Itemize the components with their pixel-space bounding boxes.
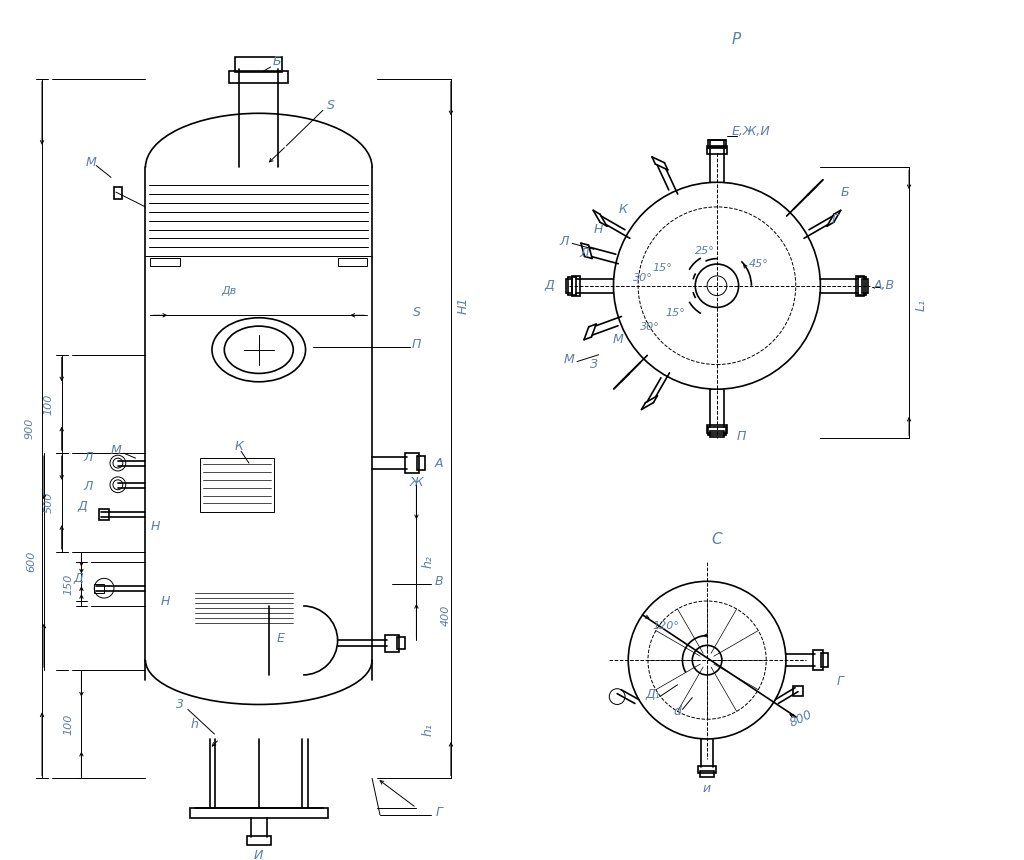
- Text: С: С: [712, 532, 722, 548]
- Text: Н1: Н1: [457, 297, 469, 314]
- Bar: [247, 836, 270, 845]
- Bar: [200, 458, 273, 513]
- Text: Н: Н: [594, 223, 603, 237]
- Text: М: М: [86, 156, 96, 169]
- Text: S: S: [413, 306, 421, 319]
- Text: Е,Ж,И: Е,Ж,И: [732, 125, 771, 138]
- Bar: [708, 425, 727, 433]
- Text: L₁: L₁: [914, 299, 928, 311]
- Text: З: З: [590, 358, 598, 371]
- Bar: [710, 431, 724, 438]
- Text: А,В: А,В: [873, 280, 895, 292]
- Text: S: S: [327, 99, 335, 112]
- Text: Д: Д: [78, 500, 87, 513]
- Text: В: В: [435, 574, 443, 588]
- Bar: [99, 509, 109, 520]
- Text: h: h: [190, 718, 199, 731]
- Bar: [700, 771, 714, 777]
- Text: 45°: 45°: [749, 259, 768, 269]
- Bar: [418, 456, 425, 470]
- Text: К: К: [618, 203, 628, 217]
- Text: Б: Б: [841, 186, 849, 199]
- Bar: [385, 635, 398, 652]
- Bar: [229, 71, 289, 83]
- Text: Ж: Ж: [410, 476, 423, 489]
- Bar: [572, 276, 580, 296]
- Text: Д: Д: [74, 572, 83, 585]
- Text: 30°: 30°: [640, 322, 659, 332]
- Text: Дв: Дв: [221, 286, 237, 296]
- Text: К: К: [234, 439, 244, 453]
- Text: 400: 400: [441, 605, 451, 626]
- Text: 100: 100: [63, 714, 74, 734]
- Text: h₁: h₁: [422, 722, 435, 735]
- Bar: [94, 584, 104, 593]
- Text: 100: 100: [44, 393, 54, 415]
- Text: 120°: 120°: [652, 621, 679, 630]
- Bar: [708, 146, 727, 154]
- Text: 500: 500: [44, 492, 54, 513]
- Bar: [813, 650, 823, 670]
- Text: 150: 150: [63, 574, 74, 595]
- Text: Л: Л: [580, 247, 589, 260]
- Bar: [698, 765, 716, 773]
- Text: 600: 600: [27, 551, 36, 572]
- Text: Г: Г: [831, 213, 839, 226]
- Text: Д: Д: [545, 280, 554, 292]
- Text: 3: 3: [176, 698, 184, 711]
- Bar: [396, 637, 404, 649]
- Bar: [114, 187, 122, 199]
- Text: Л: Л: [559, 235, 569, 248]
- Text: И: И: [254, 849, 263, 860]
- Bar: [404, 453, 420, 473]
- Bar: [710, 140, 724, 147]
- Text: М: М: [111, 444, 121, 457]
- Bar: [793, 685, 803, 696]
- Text: 15°: 15°: [666, 309, 685, 318]
- Bar: [821, 654, 828, 667]
- Text: 800: 800: [787, 709, 814, 730]
- Bar: [856, 276, 864, 296]
- Text: Г: Г: [435, 807, 442, 820]
- Bar: [566, 279, 572, 292]
- Text: и: и: [703, 782, 711, 795]
- Text: П: П: [412, 338, 421, 352]
- Text: 15°: 15°: [653, 263, 673, 273]
- Bar: [338, 258, 368, 266]
- Text: Д₁: Д₁: [645, 688, 660, 701]
- Text: d: d: [674, 705, 681, 718]
- Text: Л: Л: [84, 451, 93, 464]
- Text: Н: Н: [151, 519, 160, 532]
- Text: А: А: [435, 457, 443, 470]
- Text: 25°: 25°: [695, 246, 715, 256]
- Bar: [189, 808, 328, 818]
- Text: 900: 900: [25, 418, 34, 439]
- Bar: [151, 258, 180, 266]
- Text: Е: Е: [276, 632, 285, 645]
- Text: Б: Б: [272, 54, 281, 68]
- Text: М: М: [613, 334, 624, 347]
- Bar: [862, 279, 867, 292]
- Text: 30°: 30°: [633, 273, 653, 283]
- Text: Н: Н: [161, 594, 170, 607]
- Text: Г: Г: [837, 675, 844, 688]
- Text: П: П: [737, 430, 746, 443]
- Text: h₂: h₂: [422, 556, 435, 568]
- Text: М: М: [564, 353, 574, 366]
- Text: Л: Л: [84, 480, 93, 494]
- Bar: [236, 57, 283, 72]
- Text: Р: Р: [732, 32, 741, 47]
